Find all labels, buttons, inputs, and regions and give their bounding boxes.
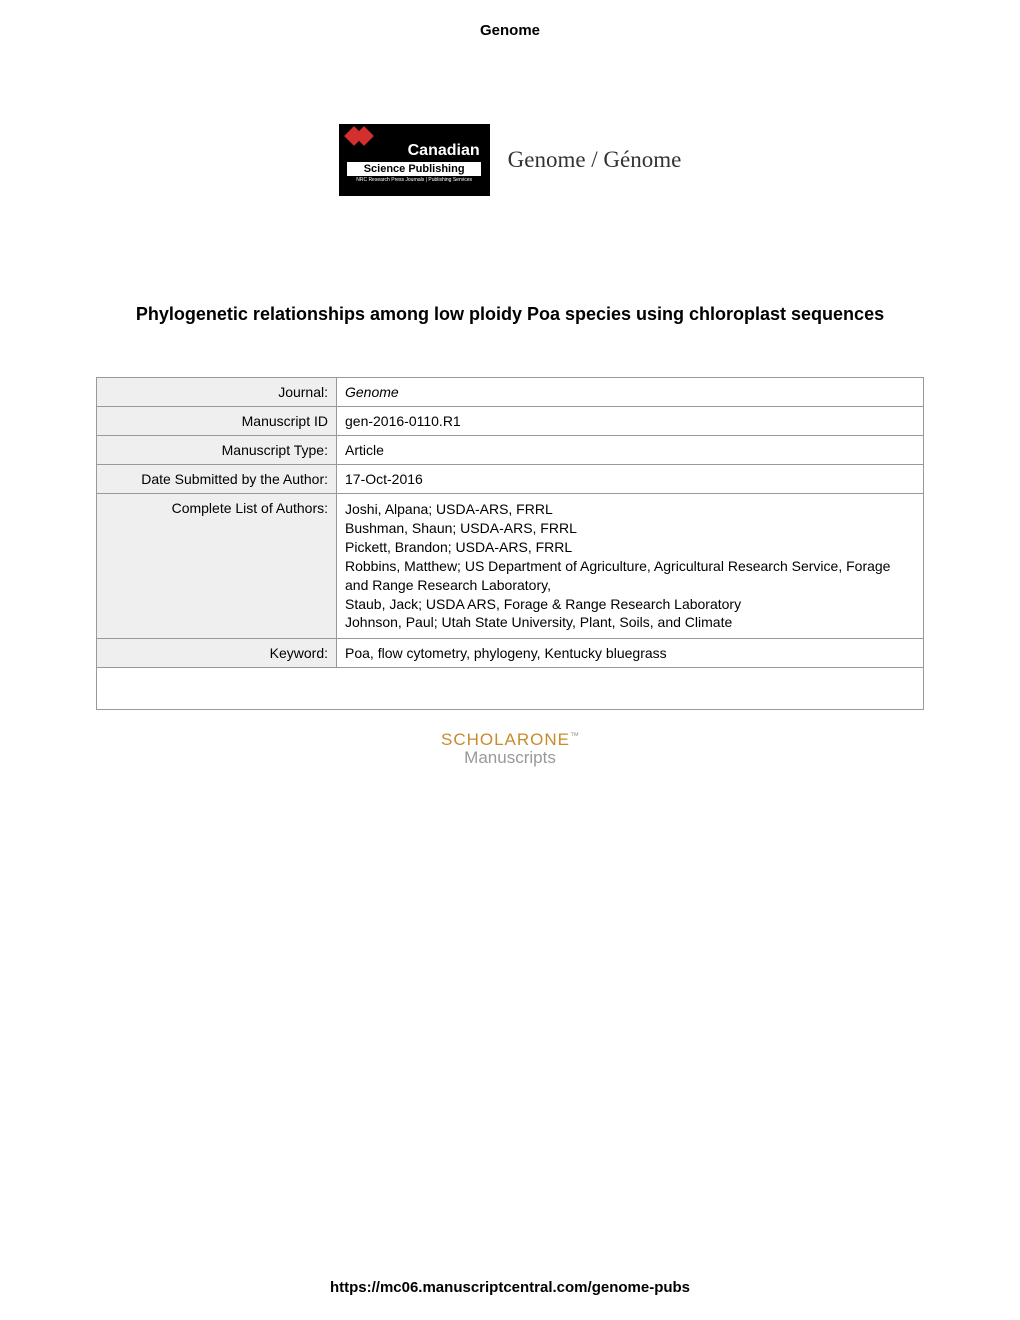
table-row: Manuscript ID gen-2016-0110.R1 bbox=[97, 407, 924, 436]
table-row-empty bbox=[97, 668, 924, 710]
journal-name: Genome / Génome bbox=[508, 147, 682, 173]
logo-section: Canadian Science Publishing NRC Research… bbox=[0, 124, 1020, 196]
table-row: Keyword: Poa, flow cytometry, phylogeny,… bbox=[97, 639, 924, 668]
scholarone-text: SCHOLARONE bbox=[441, 730, 570, 749]
metadata-table: Journal: Genome Manuscript ID gen-2016-0… bbox=[96, 377, 924, 710]
publisher-sub-text: Science Publishing bbox=[347, 162, 481, 176]
scholarone-main-line: SCHOLARONE™ bbox=[0, 730, 1020, 750]
paper-title: Phylogenetic relationships among low plo… bbox=[0, 301, 1020, 327]
page-header-title: Genome bbox=[0, 0, 1020, 39]
metadata-value: gen-2016-0110.R1 bbox=[337, 407, 924, 436]
metadata-value: Genome bbox=[337, 378, 924, 407]
empty-cell bbox=[97, 668, 924, 710]
metadata-label: Journal: bbox=[97, 378, 337, 407]
scholarone-tm: ™ bbox=[570, 731, 579, 741]
table-row: Journal: Genome bbox=[97, 378, 924, 407]
publisher-tagline: NRC Research Press Journals | Publishing… bbox=[356, 177, 472, 183]
table-row: Complete List of Authors: Joshi, Alpana;… bbox=[97, 494, 924, 639]
metadata-value: Poa, flow cytometry, phylogeny, Kentucky… bbox=[337, 639, 924, 668]
publisher-logo: Canadian Science Publishing NRC Research… bbox=[339, 124, 490, 196]
table-row: Manuscript Type: Article bbox=[97, 436, 924, 465]
scholarone-logo: SCHOLARONE™ Manuscripts bbox=[0, 730, 1020, 768]
metadata-label: Manuscript Type: bbox=[97, 436, 337, 465]
metadata-label: Manuscript ID bbox=[97, 407, 337, 436]
metadata-label: Date Submitted by the Author: bbox=[97, 465, 337, 494]
scholarone-sub: Manuscripts bbox=[0, 748, 1020, 768]
metadata-label: Complete List of Authors: bbox=[97, 494, 337, 639]
metadata-label: Keyword: bbox=[97, 639, 337, 668]
table-row: Date Submitted by the Author: 17-Oct-201… bbox=[97, 465, 924, 494]
metadata-value: 17-Oct-2016 bbox=[337, 465, 924, 494]
metadata-value: Article bbox=[337, 436, 924, 465]
footer-url: https://mc06.manuscriptcentral.com/genom… bbox=[0, 1279, 1020, 1296]
logo-diamonds bbox=[349, 129, 369, 143]
metadata-value-authors: Joshi, Alpana; USDA-ARS, FRRLBushman, Sh… bbox=[337, 494, 924, 639]
